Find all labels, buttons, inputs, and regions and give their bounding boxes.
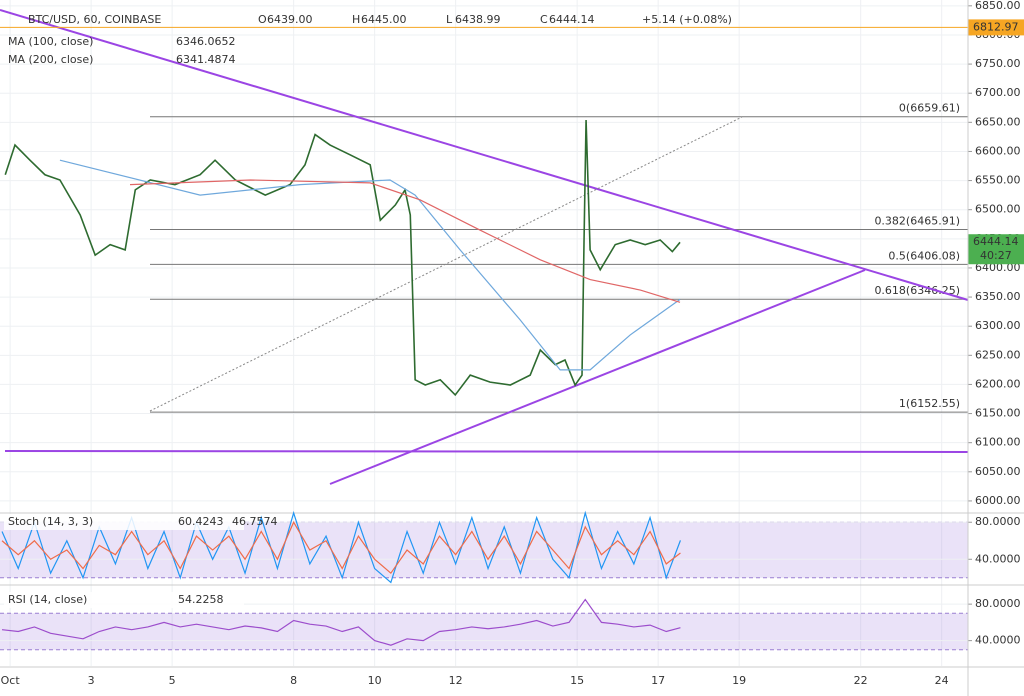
legend-value: 46.7574 (232, 515, 278, 528)
x-tick-label: 5 (169, 674, 176, 687)
legend-value: 54.2258 (178, 593, 224, 606)
price-tag (968, 234, 1024, 265)
ohlc-value: 6438.99 (455, 13, 501, 26)
y-tick-label: 6050.00 (975, 465, 1021, 478)
x-tick-label: 17 (651, 674, 665, 687)
price-tag-timer: 40:27 (980, 249, 1012, 262)
x-tick-label: 12 (449, 674, 463, 687)
legend-name: MA (200, close) (8, 53, 93, 66)
y-tick-label: 6500.00 (975, 203, 1021, 216)
y-tick-label: 6650.00 (975, 115, 1021, 128)
y-tick-label: 6250.00 (975, 348, 1021, 361)
trendline (329, 269, 866, 485)
x-tick-label: 3 (88, 674, 95, 687)
change: +5.14 (+0.08%) (642, 13, 732, 26)
y-tick-label: 6100.00 (975, 436, 1021, 449)
y-tick-label: 6000.00 (975, 494, 1021, 507)
y-tick-label: 40.0000 (975, 634, 1021, 647)
ohlc-key: C (540, 13, 548, 26)
x-tick-label: Oct (1, 674, 21, 687)
panel-title: Stoch (14, 3, 3) (8, 515, 93, 528)
price-tag-label: 6812.97 (973, 20, 1019, 33)
panel-title: RSI (14, close) (8, 593, 87, 606)
price-tag-label: 6444.14 (973, 235, 1019, 248)
panel-title-bg (4, 514, 244, 530)
x-tick-label: 10 (368, 674, 382, 687)
ohlc-key: O (258, 13, 267, 26)
ohlc-key: L (446, 13, 453, 26)
series-line (1, 520, 681, 575)
ohlc-value: 6444.14 (549, 13, 595, 26)
ohlc-value: 6439.00 (267, 13, 313, 26)
fib-label: 0(6659.61) (899, 102, 960, 115)
series-line (129, 179, 681, 303)
x-tick-label: 22 (854, 674, 868, 687)
y-tick-label: 6150.00 (975, 407, 1021, 420)
symbol-title: BTC/USD, 60, COINBASE (28, 13, 161, 26)
y-tick-label: 6350.00 (975, 290, 1021, 303)
x-tick-label: 19 (732, 674, 746, 687)
x-tick-label: 15 (570, 674, 584, 687)
y-tick-label: 80.0000 (975, 597, 1021, 610)
y-tick-label: 6700.00 (975, 86, 1021, 99)
y-tick-label: 6600.00 (975, 144, 1021, 157)
legend-value: 60.4243 (178, 515, 224, 528)
trendline (0, 9, 969, 301)
x-tick-label: 24 (935, 674, 949, 687)
ohlc-key: H (352, 13, 360, 26)
y-tick-label: 40.0000 (975, 552, 1021, 565)
fib-label: 0.5(6406.08) (888, 249, 960, 262)
series-line (1, 510, 681, 584)
panel-title-bg (4, 592, 244, 608)
ohlc-value: 6445.00 (361, 13, 407, 26)
y-tick-label: 6850.00 (975, 0, 1021, 12)
fib-label: 0.382(6465.91) (874, 215, 960, 228)
y-tick-label: 6550.00 (975, 174, 1021, 187)
series-line (4, 119, 681, 397)
series-line (59, 159, 681, 371)
fib-label: 0.618(6346.25) (874, 284, 960, 297)
legend-value: 6341.4874 (176, 53, 236, 66)
legend-name: MA (100, close) (8, 35, 93, 48)
series-line (1, 598, 681, 646)
y-tick-label: 6750.00 (975, 57, 1021, 70)
price-tag (968, 19, 1024, 36)
trendline (4, 450, 969, 453)
band (0, 613, 968, 650)
y-tick-label: 6200.00 (975, 377, 1021, 390)
y-tick-label: 6300.00 (975, 319, 1021, 332)
x-tick-label: 8 (290, 674, 297, 687)
y-tick-label: 80.0000 (975, 515, 1021, 528)
legend-value: 6346.0652 (176, 35, 236, 48)
band (0, 522, 968, 578)
fib-label: 1(6152.55) (899, 397, 960, 410)
